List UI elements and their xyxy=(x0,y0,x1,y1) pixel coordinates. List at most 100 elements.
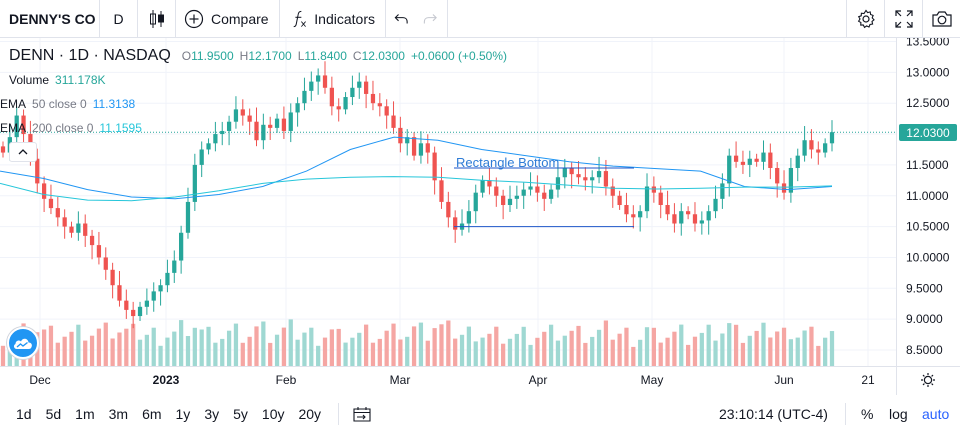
volume-bar xyxy=(343,342,348,366)
range-button-1m[interactable]: 1m xyxy=(75,406,95,422)
candle-body xyxy=(651,186,656,193)
volume-bar xyxy=(220,338,225,366)
legend-volume-row[interactable]: Volume 311.178K xyxy=(9,68,507,92)
volume-bar xyxy=(185,336,191,366)
candle-body xyxy=(466,211,472,224)
log-scale-button[interactable]: log xyxy=(889,406,908,422)
volume-bar xyxy=(316,345,321,366)
candle-body xyxy=(439,180,444,202)
candle-body xyxy=(761,152,766,162)
volume-bar xyxy=(254,326,259,366)
candle-body xyxy=(165,272,170,286)
volume-bar xyxy=(768,337,773,366)
undo-icon[interactable] xyxy=(394,12,409,26)
candle-body xyxy=(425,143,430,153)
fullscreen-button[interactable] xyxy=(884,0,922,38)
compare-button[interactable]: Compare xyxy=(176,0,280,38)
ema50-line xyxy=(0,136,833,200)
volume-bar xyxy=(672,331,677,366)
price-tick-label: 12.5000 xyxy=(906,96,950,110)
candle-body xyxy=(768,152,773,168)
candle-body xyxy=(363,81,369,94)
rectangle-label: Rectangle Bottom xyxy=(456,155,559,170)
candle-body xyxy=(144,300,149,307)
ema50-params: 50 close 0 xyxy=(32,97,87,111)
volume-bar xyxy=(740,342,746,366)
volume-bar xyxy=(624,327,629,366)
volume-bar xyxy=(233,323,239,366)
candle-body xyxy=(788,167,794,193)
volume-bar xyxy=(802,330,807,366)
logo[interactable] xyxy=(7,327,39,359)
candle-body xyxy=(357,81,362,88)
go-to-date-button[interactable] xyxy=(347,395,377,433)
volume-bar xyxy=(569,330,574,366)
candle-body xyxy=(644,186,650,212)
volume-bar xyxy=(788,339,794,366)
volume-bar xyxy=(459,334,465,366)
candle-body xyxy=(727,155,732,184)
range-button-5y[interactable]: 5y xyxy=(233,406,248,422)
volume-bar xyxy=(699,332,704,366)
chart-type-button[interactable] xyxy=(138,0,176,38)
volume-bar xyxy=(686,344,691,366)
candle-body xyxy=(0,146,6,153)
candle-body xyxy=(322,75,328,88)
range-button-1d[interactable]: 1d xyxy=(16,406,32,422)
candle-body xyxy=(274,118,280,128)
time-tick-label: Feb xyxy=(276,373,297,387)
candle-body xyxy=(775,167,780,184)
range-button-5d[interactable]: 5d xyxy=(45,406,62,422)
candle-body xyxy=(411,137,417,156)
time-scale[interactable]: Dec 2023 Feb Mar Apr May Jun 21 xyxy=(29,373,875,387)
candle-body xyxy=(521,189,526,196)
auto-scale-button[interactable]: auto xyxy=(922,406,950,422)
settings-button[interactable] xyxy=(846,0,884,38)
volume-bar xyxy=(179,320,184,366)
ohlc-low-key: L xyxy=(297,49,305,63)
candle-body xyxy=(398,127,403,144)
candle-body xyxy=(514,195,519,199)
range-button-6m[interactable]: 6m xyxy=(142,406,162,422)
interval-button[interactable]: D xyxy=(100,0,138,38)
volume-bar xyxy=(501,343,506,366)
volume-bar xyxy=(41,329,47,366)
candle-body xyxy=(350,87,355,98)
volume-bar xyxy=(610,339,615,366)
price-scale[interactable]: 13.500013.000012.500012.000011.500011.00… xyxy=(906,38,950,357)
percent-scale-button[interactable]: % xyxy=(861,406,874,422)
indicators-label: Indicators xyxy=(314,10,375,27)
range-button-20y[interactable]: 20y xyxy=(298,406,322,422)
range-button-1y[interactable]: 1y xyxy=(175,406,191,422)
volume-bar xyxy=(151,327,156,366)
volume-bar xyxy=(370,342,376,366)
ema200-name: EMA xyxy=(0,121,27,135)
legend-ema50-row[interactable]: EMA 50 close 0 11.3138 xyxy=(0,92,507,116)
candle-body xyxy=(802,140,807,156)
candle-body xyxy=(473,192,478,212)
range-button-10y[interactable]: 10y xyxy=(261,406,285,422)
redo-icon[interactable] xyxy=(423,12,438,26)
price-chart[interactable]: Rectangle Bottom 13.5000 13.0000 12.5000 12… xyxy=(0,38,960,395)
screenshot-button[interactable] xyxy=(922,0,960,38)
candle-body xyxy=(329,87,334,107)
volume-bar xyxy=(363,324,369,366)
time-scale-settings-button[interactable] xyxy=(921,373,935,387)
indicators-button[interactable]: Indicators xyxy=(280,0,386,38)
range-button-3m[interactable]: 3m xyxy=(108,406,129,422)
candle-body xyxy=(507,198,513,206)
symbol-search-button[interactable]: DENNY'S CO xyxy=(0,0,100,38)
ohlc-open-value: 11.9500 xyxy=(191,49,234,63)
ema50-name: EMA xyxy=(0,97,27,111)
candle-body xyxy=(288,112,293,131)
volume-bar xyxy=(487,333,492,366)
volume-value: 311.178K xyxy=(55,73,106,87)
range-button-3y[interactable]: 3y xyxy=(204,406,220,422)
clock-timezone[interactable]: 23:10:14 (UTC-4) xyxy=(719,406,828,422)
divider xyxy=(845,403,846,425)
candle-body xyxy=(41,183,47,199)
legend-collapse-button[interactable] xyxy=(9,142,37,162)
ema200-value: 11.1595 xyxy=(99,121,142,135)
legend-ema200-row[interactable]: EMA 200 close 0 11.1595 xyxy=(0,116,507,140)
volume-bar xyxy=(83,340,88,366)
